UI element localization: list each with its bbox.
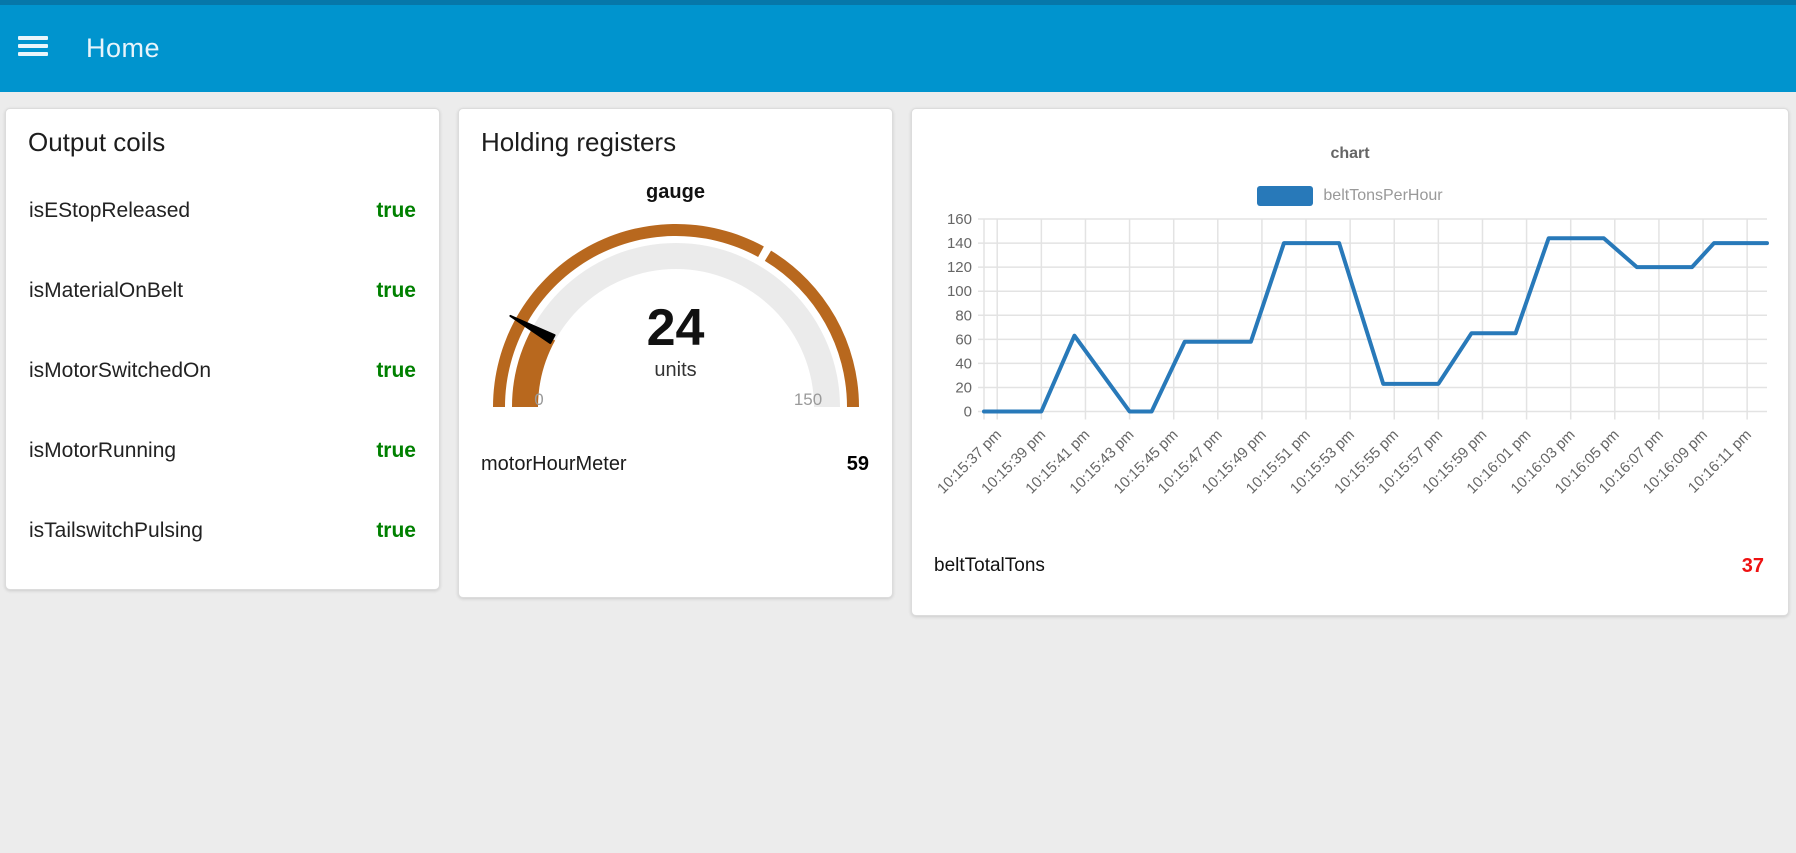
svg-text:100: 100 [947,283,972,300]
legend-swatch [1257,186,1314,206]
coil-value: true [376,359,416,382]
svg-text:80: 80 [955,307,972,324]
coil-row: isMotorSwitchedOn true [29,331,416,411]
coil-label: isMotorRunning [29,439,177,462]
coil-row: isEStopReleased true [29,171,416,251]
svg-text:10:15:55 pm: 10:15:55 pm [1331,426,1402,497]
gauge-title: gauge [646,181,705,203]
coil-row: isTailswitchPulsing true [29,491,416,571]
coil-value: true [376,439,416,462]
svg-text:120: 120 [947,259,972,276]
register-label: beltTotalTons [934,555,1045,576]
svg-text:10:16:01 pm: 10:16:01 pm [1463,426,1534,497]
svg-text:10:15:39 pm: 10:15:39 pm [978,426,1049,497]
svg-text:10:16:05 pm: 10:16:05 pm [1552,426,1623,497]
card-title: Holding registers [481,127,677,157]
chart-title: chart [1330,145,1370,162]
register-row: motorHourMeter 59 [481,452,869,476]
legend-series-label: beltTonsPerHour [1323,187,1443,204]
hamburger-bar [18,44,48,48]
svg-text:140: 140 [947,235,972,252]
svg-text:0: 0 [964,404,972,421]
card-title: Output coils [28,127,166,157]
coil-label: isTailswitchPulsing [29,519,203,542]
header-bar: Home [0,0,1796,92]
svg-text:10:15:47 pm: 10:15:47 pm [1155,426,1226,497]
svg-text:10:16:07 pm: 10:16:07 pm [1596,426,1667,497]
register-value: 59 [846,452,869,475]
svg-text:40: 40 [955,355,972,372]
page-title: Home [86,33,161,63]
coil-value: true [376,279,416,302]
output-coils-card: Output coils isEStopReleased true isMate… [5,108,440,590]
hamburger-bar [18,52,48,56]
svg-text:20: 20 [955,379,972,396]
coil-value: true [376,519,416,542]
gauge-min-label: 0 [534,390,544,409]
svg-text:10:15:37 pm: 10:15:37 pm [934,426,1005,497]
holding-registers-card: Holding registers gauge 24 units 0 150 m… [458,108,893,598]
coil-value: true [376,199,416,222]
svg-text:10:15:45 pm: 10:15:45 pm [1111,426,1182,497]
svg-text:10:15:51 pm: 10:15:51 pm [1243,426,1314,497]
gauge-units-label: units [654,359,697,381]
gauge-widget [493,223,859,407]
svg-text:10:15:59 pm: 10:15:59 pm [1419,426,1490,497]
header-top-strip [0,0,1796,5]
svg-text:10:16:03 pm: 10:16:03 pm [1508,426,1579,497]
svg-text:10:15:57 pm: 10:15:57 pm [1375,426,1446,497]
gauge-max-label: 150 [793,390,823,409]
register-label: motorHourMeter [481,452,627,475]
coil-label: isMotorSwitchedOn [29,359,212,382]
svg-text:10:15:49 pm: 10:15:49 pm [1199,426,1270,497]
coil-row: isMaterialOnBelt true [29,251,416,331]
svg-text:10:15:41 pm: 10:15:41 pm [1022,426,1093,497]
chart-legend[interactable]: beltTonsPerHour [912,186,1788,206]
chart-card: 0 20 40 60 80 100 120 140 160 10:15:37 pm 10:15:39… [911,108,1789,616]
svg-text:10:16:09 pm: 10:16:09 pm [1640,426,1711,497]
hamburger-menu-icon[interactable] [18,33,48,59]
coil-label: isMaterialOnBelt [29,279,184,302]
register-value: 37 [1741,554,1764,577]
gauge-value: 24 [646,299,705,357]
register-row: beltTotalTons 37 [934,554,1764,578]
svg-text:160: 160 [947,211,972,228]
coil-label: isEStopReleased [29,199,191,222]
hamburger-bar [18,36,48,40]
svg-text:60: 60 [955,331,972,348]
coil-row: isMotorRunning true [29,411,416,491]
svg-text:10:16:11 pm: 10:16:11 pm [1685,426,1755,496]
svg-text:10:15:53 pm: 10:15:53 pm [1287,426,1358,497]
svg-text:10:15:43 pm: 10:15:43 pm [1066,426,1137,497]
